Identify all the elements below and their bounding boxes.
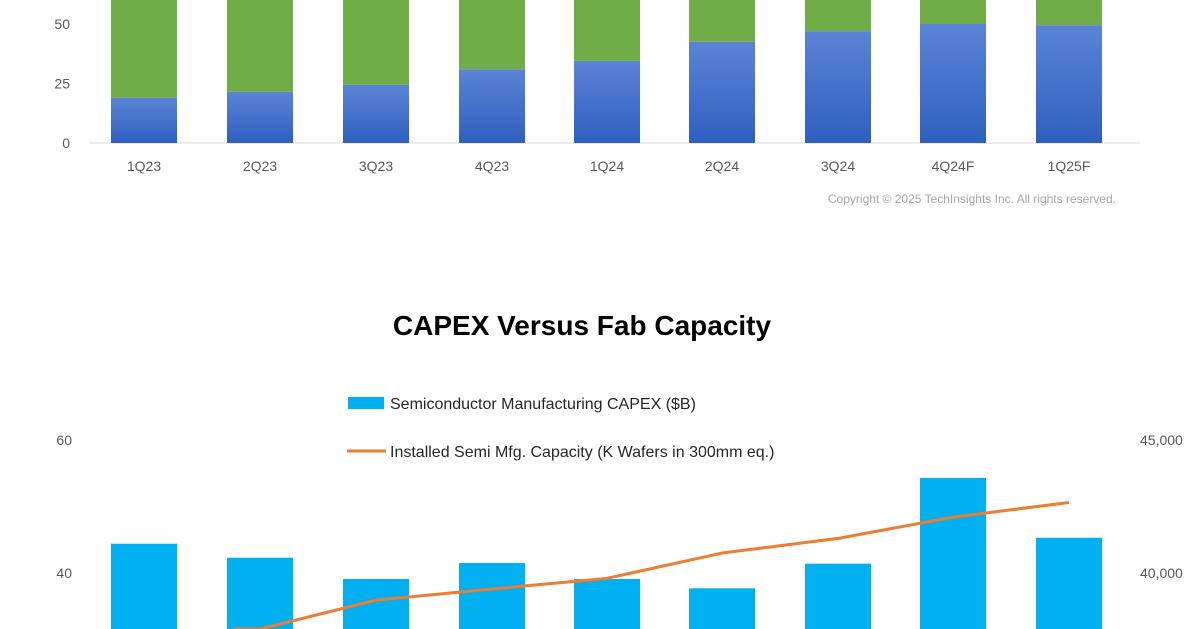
- right-y-tick-label: 45,000: [1140, 432, 1183, 448]
- bar-segment-green: [574, 0, 640, 61]
- x-tick-label: 3Q23: [359, 158, 393, 174]
- bar-segment-green: [920, 0, 986, 24]
- bar-segment-blue: [574, 60, 640, 143]
- capex-bar: [805, 563, 871, 629]
- legend-label-capex: Semiconductor Manufacturing CAPEX ($B): [390, 396, 696, 413]
- copyright-text: Copyright © 2025 TechInsights Inc. All r…: [828, 192, 1116, 206]
- x-tick-label: 3Q24: [821, 158, 855, 174]
- bar-segment-green: [1036, 0, 1102, 26]
- y-tick-label: 50: [54, 16, 70, 32]
- bar-segment-blue: [920, 24, 986, 143]
- right-y-tick-label: 40,000: [1140, 565, 1183, 581]
- x-tick-label: 4Q24F: [932, 158, 975, 174]
- bar-segment-blue: [805, 31, 871, 143]
- chart-title: CAPEX Versus Fab Capacity: [393, 310, 772, 341]
- capex-bar: [459, 563, 525, 629]
- capacity-line: [234, 501, 1070, 629]
- left-y-tick-label: 40: [56, 565, 72, 581]
- bar-segment-green: [459, 0, 525, 70]
- bar-segment-blue: [459, 69, 525, 143]
- x-tick-label: 1Q24: [590, 158, 624, 174]
- capex-bar: [689, 588, 755, 629]
- capex-bar: [111, 543, 177, 629]
- bar-segment-blue: [343, 84, 409, 143]
- bar-segment-blue: [111, 97, 177, 143]
- x-tick-label: 4Q23: [475, 158, 509, 174]
- capex-bar: [343, 578, 409, 629]
- capex-vs-capacity-chart: CAPEX Versus Fab Capacity Semiconductor …: [56, 310, 1183, 629]
- x-tick-label: 2Q23: [243, 158, 277, 174]
- left-y-tick-label: 60: [56, 432, 72, 448]
- bar-segment-blue: [227, 91, 293, 143]
- bar-segment-green: [111, 0, 177, 98]
- capex-bar: [574, 578, 640, 629]
- y-tick-label: 0: [62, 135, 70, 151]
- bar-segment-green: [689, 0, 755, 42]
- x-tick-label: 1Q25F: [1048, 158, 1091, 174]
- x-tick-label: 1Q23: [127, 158, 161, 174]
- legend-swatch-capex: [348, 397, 384, 409]
- legend-label-capacity: Installed Semi Mfg. Capacity (K Wafers i…: [390, 444, 774, 461]
- y-tick-label: 25: [54, 76, 70, 92]
- x-tick-label: 2Q24: [705, 158, 739, 174]
- capex-bar: [227, 557, 293, 629]
- stacked-bar-chart: 0 25 50 1Q23 2Q23 3Q23 4Q23 1Q24 2Q24 3Q24 4Q24F 1Q…: [54, 0, 1140, 206]
- capex-bar: [920, 477, 986, 629]
- bar-segment-green: [343, 0, 409, 85]
- bar-segment-blue: [1036, 25, 1102, 143]
- bar-segment-green: [227, 0, 293, 92]
- bar-segment-blue: [689, 41, 755, 143]
- capex-bar: [1036, 537, 1102, 629]
- bar-segment-green: [805, 0, 871, 32]
